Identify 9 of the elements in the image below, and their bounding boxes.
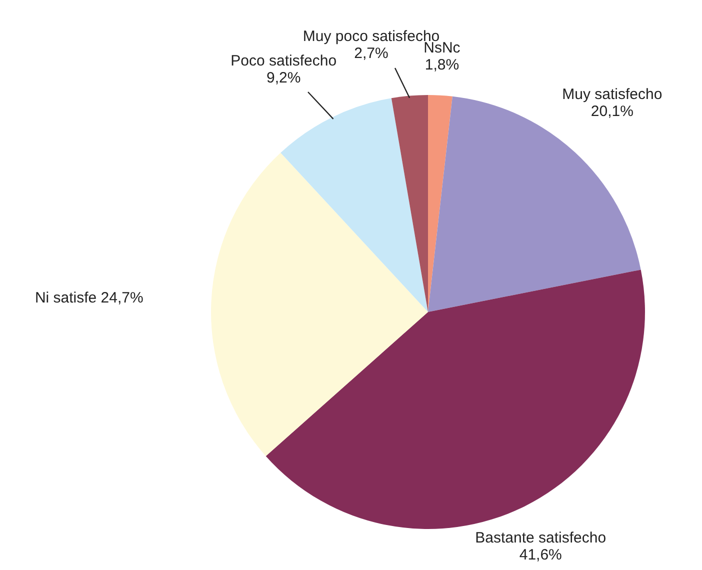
slice-label: Ni satisfe 24,7% <box>34 289 144 306</box>
slice-label: Poco satisfecho <box>230 52 337 70</box>
data-label: 2,7% <box>354 45 388 62</box>
slice-label: Bastante satisfecho <box>475 530 606 547</box>
data-label: 20,1% <box>590 102 634 120</box>
slice-label: Muy satisfecho <box>562 86 662 103</box>
data-label: 9,2% <box>266 69 301 86</box>
data-label: 1,8% <box>424 56 460 74</box>
data-label: 41,6% <box>519 546 562 564</box>
